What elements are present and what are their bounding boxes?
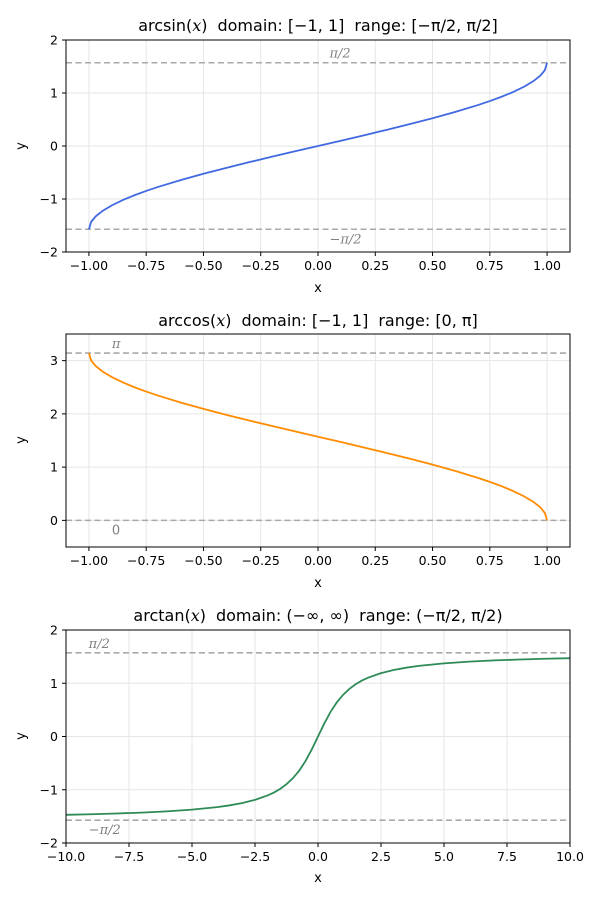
reference-line-label: π/2: [328, 47, 350, 62]
x-tick-label: −1.00: [70, 258, 108, 273]
x-tick-label: −1.00: [70, 553, 108, 568]
panel-arccos: arccos(x) domain: [−1, 1] range: [0, π] π 0…: [14, 311, 571, 591]
y-tick-label: 1: [50, 86, 58, 101]
x-tick-label: 0.0: [308, 849, 328, 864]
y-tick-label: −1: [40, 192, 58, 207]
x-tick-label: 5.0: [434, 849, 454, 864]
x-tick-label: 0.25: [361, 258, 389, 273]
chart-title: arcsin(x) domain: [−1, 1] range: [−π/2, π/…: [138, 16, 498, 35]
y-axis-label: y: [14, 142, 29, 150]
arccos-curve: [88, 352, 548, 521]
x-tick-label: 0.25: [361, 553, 389, 568]
y-tick-label: 0: [50, 729, 58, 744]
x-tick-label: 0.50: [419, 258, 447, 273]
x-tick-label: 0.75: [476, 258, 504, 273]
reference-line-label: −π/2: [89, 823, 121, 838]
y-axis-label: y: [14, 732, 29, 740]
x-tick-label: −0.25: [242, 553, 280, 568]
y-tick-label: −1: [40, 782, 58, 797]
arctan-curve: [65, 657, 571, 816]
y-tick-label: 2: [50, 33, 58, 48]
x-tick-label: −0.50: [184, 553, 222, 568]
x-tick-label: 0.00: [304, 553, 332, 568]
y-axis-label: y: [14, 436, 29, 444]
x-tick-label: −2.5: [240, 849, 270, 864]
x-tick-label: 0.00: [304, 258, 332, 273]
y-tick-label: 3: [50, 353, 58, 368]
reference-line-label: −π/2: [329, 232, 361, 247]
x-tick-label: 1.00: [533, 258, 561, 273]
x-tick-label: −0.75: [127, 553, 165, 568]
x-tick-label: 1.00: [533, 553, 561, 568]
arcsin-curve: [88, 62, 548, 230]
x-tick-label: −0.25: [242, 258, 280, 273]
x-tick-label: −0.75: [127, 258, 165, 273]
x-tick-label: 0.50: [419, 553, 447, 568]
panel-arcsin: arcsin(x) domain: [−1, 1] range: [−π/2, π/…: [14, 16, 571, 296]
y-tick-label: 1: [50, 676, 58, 691]
x-tick-label: −0.50: [184, 258, 222, 273]
reference-line-label: 0: [112, 523, 120, 538]
y-tick-label: 2: [50, 406, 58, 421]
y-tick-label: 0: [50, 139, 58, 154]
x-tick-label: −5.0: [177, 849, 207, 864]
y-tick-label: 0: [50, 513, 58, 528]
x-tick-label: 10.0: [556, 849, 584, 864]
y-tick-label: −2: [40, 245, 58, 260]
chart-title: arccos(x) domain: [−1, 1] range: [0, π]: [158, 311, 478, 330]
chart-title: arctan(x) domain: (−∞, ∞) range: (−π/2, π/…: [133, 606, 502, 625]
reference-line-label: π: [111, 337, 121, 352]
x-tick-label: 2.5: [371, 849, 391, 864]
x-axis-label: x: [314, 281, 322, 296]
reference-line-label: π/2: [88, 637, 110, 652]
x-axis-label: x: [314, 576, 322, 591]
x-tick-label: 0.75: [476, 553, 504, 568]
x-tick-label: −7.5: [114, 849, 144, 864]
y-tick-label: −2: [40, 836, 58, 851]
x-tick-label: −10.0: [47, 849, 85, 864]
x-tick-label: 7.5: [497, 849, 517, 864]
x-axis-label: x: [314, 871, 322, 886]
panel-arctan: arctan(x) domain: (−∞, ∞) range: (−π/2, π/…: [14, 606, 584, 886]
y-tick-label: 1: [50, 460, 58, 475]
y-tick-label: 2: [50, 623, 58, 638]
